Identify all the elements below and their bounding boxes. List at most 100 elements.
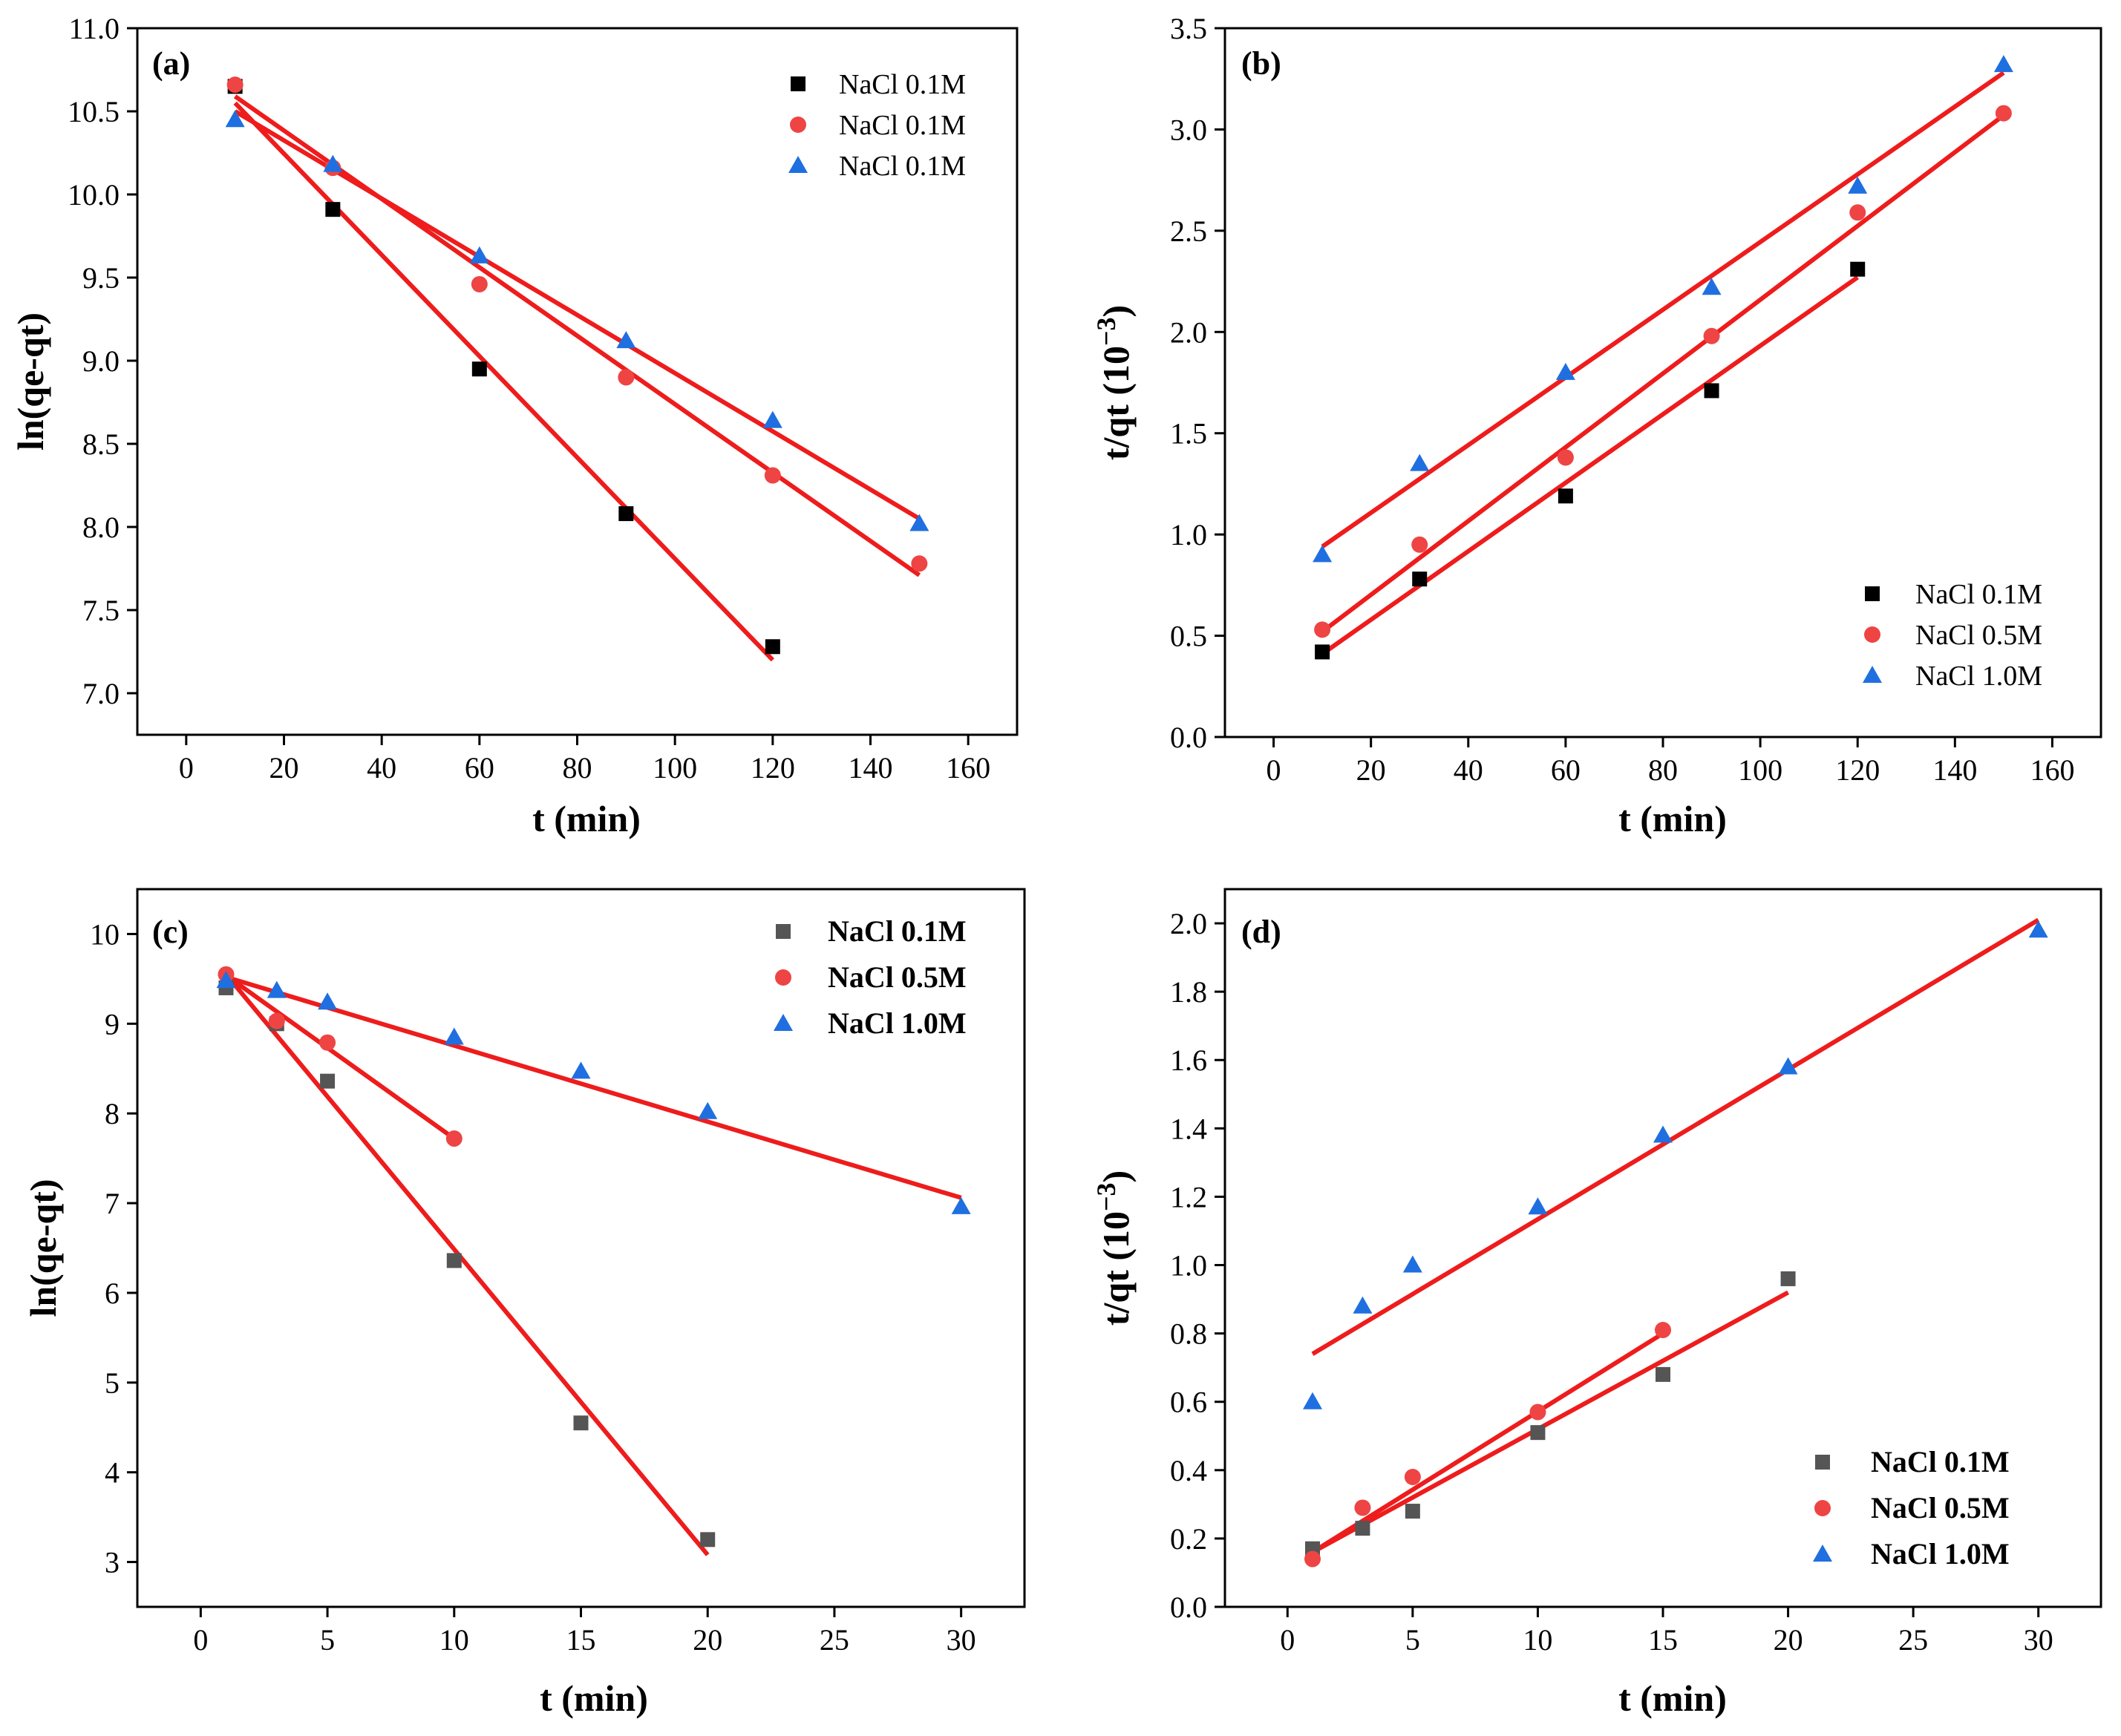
panel-label-b: (b) (1241, 45, 1281, 82)
x-tick-label: 5 (1405, 1623, 1420, 1657)
x-tick-label: 140 (849, 751, 893, 785)
data-point-c-2 (318, 992, 338, 1010)
x-tick-label: 20 (693, 1623, 722, 1657)
y-tick-label: 7 (105, 1187, 120, 1220)
y-tick-label: 2.0 (1170, 907, 1207, 940)
x-tick-label: 0 (179, 751, 194, 785)
x-tick-label: 60 (1551, 753, 1581, 787)
fit-line-b-2 (1321, 71, 2005, 548)
data-point-c-0 (446, 1253, 462, 1268)
fit-line-c-0 (224, 972, 710, 1556)
y-axis-label-a: ln(qe-qt) (10, 312, 51, 451)
x-tick-label: 20 (1356, 753, 1386, 787)
legend-marker-d-2 (1813, 1545, 1832, 1562)
x-tick-label: 10 (1523, 1623, 1552, 1657)
y-tick-label: 0.8 (1170, 1317, 1207, 1351)
fit-line-d-1 (1311, 1332, 1664, 1554)
fit-line-d-2 (1311, 917, 2040, 1356)
y-tick-label: 8.0 (82, 511, 120, 544)
data-point-d-0 (1355, 1521, 1370, 1536)
y-tick-label: 9.5 (82, 261, 120, 295)
data-point-c-2 (444, 1027, 464, 1045)
data-point-d-1 (1404, 1469, 1421, 1486)
data-point-d-2 (1402, 1255, 1422, 1273)
data-point-b-1 (1703, 327, 1720, 344)
data-point-b-1 (1411, 536, 1428, 553)
y-tick-label: 8 (105, 1097, 120, 1130)
x-tick-label: 30 (2024, 1623, 2053, 1657)
data-point-c-0 (573, 1415, 589, 1431)
data-point-b-2 (1410, 453, 1430, 471)
legend-marker-a-2 (788, 156, 808, 173)
x-tick-label: 20 (1774, 1623, 1803, 1657)
fit-line-b-0 (1321, 275, 1859, 656)
fit-line-a-0 (233, 101, 774, 662)
x-tick-label: 160 (946, 751, 990, 785)
panel-label-a: (a) (152, 45, 190, 82)
data-point-a-2 (323, 154, 343, 172)
fit-line-a-2 (234, 109, 921, 521)
y-tick-label: 2.0 (1170, 315, 1207, 349)
y-tick-label: 2.5 (1170, 214, 1207, 248)
y-tick-label: 1.5 (1170, 417, 1207, 451)
y-tick-label: 1.6 (1170, 1044, 1207, 1077)
x-tick-label: 120 (1835, 753, 1880, 787)
data-point-b-2 (1848, 176, 1868, 194)
y-tick-label: 3.0 (1170, 113, 1207, 146)
data-point-d-2 (1653, 1125, 1673, 1143)
data-point-c-0 (700, 1532, 716, 1547)
x-axis-label-d: t (min) (1618, 1677, 1727, 1719)
data-point-b-0 (1315, 644, 1330, 660)
data-point-d-0 (1530, 1425, 1546, 1441)
y-tick-label: 8.5 (82, 428, 120, 461)
legend-marker-b-2 (1863, 666, 1882, 683)
data-point-b-2 (1702, 278, 1722, 295)
data-point-d-0 (1405, 1504, 1420, 1519)
data-point-d-0 (1780, 1271, 1796, 1286)
y-tick-label: 1.2 (1170, 1180, 1207, 1213)
data-point-a-0 (325, 202, 341, 217)
y-tick-label: 11.0 (68, 12, 120, 45)
legend-marker-a-0 (791, 76, 805, 91)
y-tick-label: 0.0 (1170, 721, 1207, 754)
y-tick-label: 0.0 (1170, 1591, 1207, 1624)
x-tick-label: 0 (1280, 1623, 1295, 1657)
data-point-b-2 (1555, 362, 1575, 380)
data-point-c-2 (267, 980, 287, 998)
panel-d: 0 5 10 15 20 25 30 0.0 0.2 0.4 0.6 0.8 1.0 1.2 1.4 1.6 1… (1091, 888, 2102, 1719)
data-point-d-0 (1656, 1366, 1670, 1382)
y-axis-label-exponent: −3 (1091, 1182, 1121, 1211)
x-tick-label: 80 (563, 751, 592, 785)
legend-label-c-2: NaCl 1.0M (828, 1006, 967, 1040)
y-tick-label: 4 (105, 1456, 120, 1490)
legend-label-c-0: NaCl 0.1M (828, 914, 967, 948)
data-point-d-1 (1354, 1499, 1371, 1516)
data-point-b-2 (1993, 55, 2013, 73)
legend-label-d-0: NaCl 0.1M (1871, 1445, 2010, 1478)
y-tick-label: 9.0 (82, 344, 120, 378)
y-axis-label-text: t/qt (10 (1095, 346, 1137, 460)
data-point-b-1 (1849, 204, 1866, 221)
x-tick-label: 15 (566, 1623, 596, 1657)
legend-marker-c-1 (775, 969, 791, 986)
x-tick-label: 80 (1648, 753, 1678, 787)
x-tick-label: 25 (1898, 1623, 1928, 1657)
y-tick-label: 3 (105, 1546, 120, 1579)
data-point-a-2 (225, 110, 245, 128)
legend-label-a-0: NaCl 0.1M (839, 69, 966, 100)
data-point-a-2 (616, 331, 636, 349)
y-tick-label: 10 (90, 917, 120, 951)
panel-a: 0 20 40 60 80 100 120 140 160 7.0 7.5 8.0 8.5 9.0 9.5 1… (10, 12, 1019, 839)
fit-line-b-1 (1321, 113, 2005, 634)
legend-marker-c-0 (776, 924, 791, 939)
y-tick-label: 0.6 (1170, 1386, 1207, 1419)
fit-line-d-0 (1311, 1290, 1790, 1554)
data-point-d-2 (1528, 1197, 1548, 1215)
data-point-b-1 (1314, 621, 1331, 638)
data-point-b-1 (1995, 105, 2012, 122)
data-point-b-2 (1313, 545, 1333, 563)
legend-marker-a-1 (790, 117, 806, 133)
x-tick-label: 40 (1454, 753, 1483, 787)
data-point-c-2 (216, 971, 236, 989)
